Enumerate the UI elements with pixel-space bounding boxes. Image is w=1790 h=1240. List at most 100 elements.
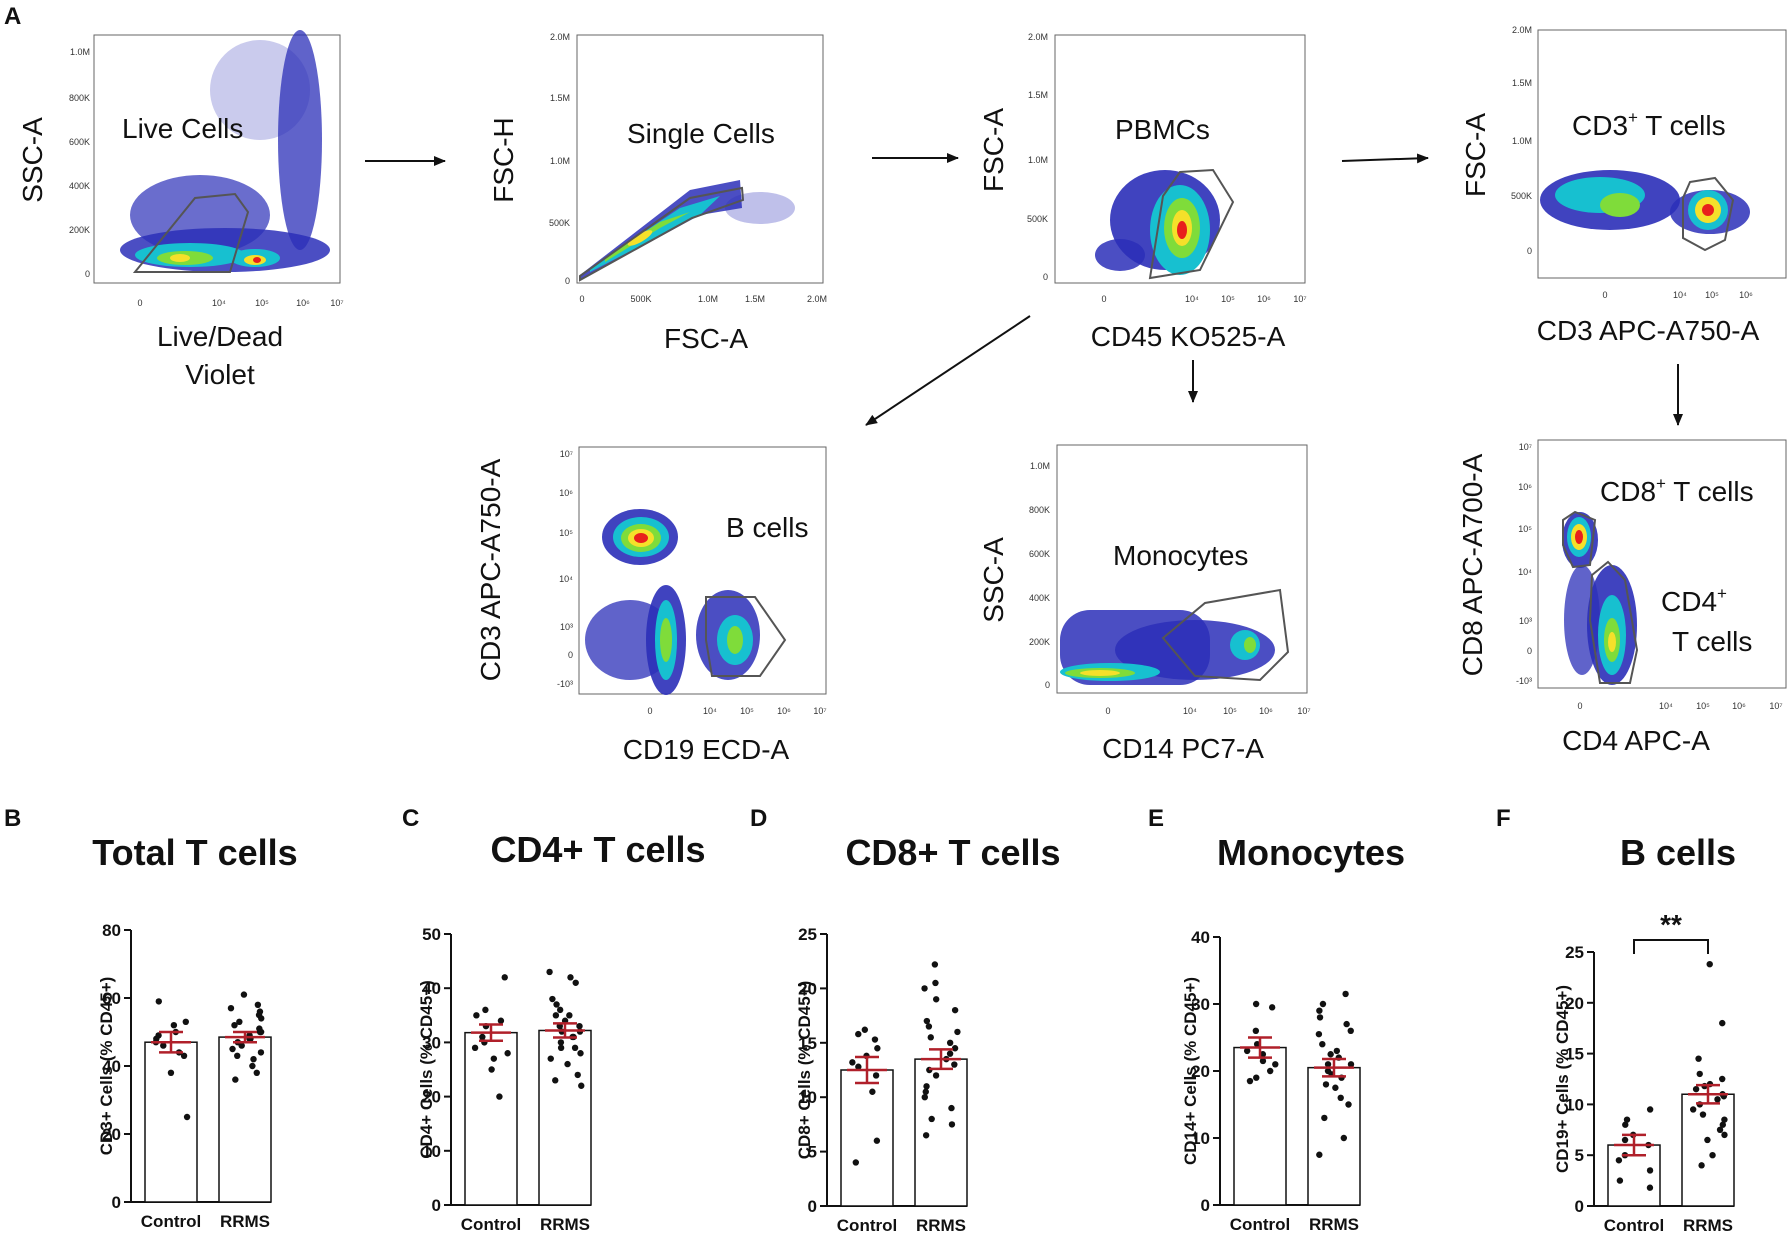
data-point <box>951 1006 959 1014</box>
data-point <box>256 1028 264 1036</box>
data-point <box>482 1006 489 1014</box>
data-point <box>1327 1051 1334 1058</box>
y-tick: 1.0M <box>550 156 570 166</box>
data-point <box>861 1026 869 1033</box>
y-tick: 0 <box>1043 272 1048 282</box>
y-tick: 500K <box>549 218 570 228</box>
data-point <box>1615 1157 1623 1164</box>
y-tick: 200K <box>1029 637 1050 647</box>
category-label: RRMS <box>1309 1215 1359 1234</box>
y-tick-label: 40 <box>422 979 441 998</box>
data-point <box>572 979 579 986</box>
gate-pbmcs <box>1148 168 1235 280</box>
plot-frame <box>576 34 824 284</box>
data-point <box>258 1015 265 1022</box>
data-point <box>1646 1184 1654 1191</box>
data-point <box>155 998 163 1005</box>
y-tick-label: 20 <box>1191 1062 1210 1081</box>
x-tick: 1.0M <box>698 294 718 304</box>
y-tick: 2.0M <box>550 32 570 42</box>
density-cloud <box>1540 170 1750 234</box>
y-tick-label: 15 <box>1565 1045 1584 1064</box>
data-point <box>1272 1061 1279 1068</box>
y-tick: 800K <box>69 93 90 103</box>
data-point <box>231 1021 238 1029</box>
y-tick: 1.0M <box>1028 155 1048 165</box>
data-point <box>869 1088 876 1095</box>
y-tick-label: 80 <box>102 921 121 940</box>
y-tick-label: 0 <box>1575 1197 1584 1216</box>
gate-label-cd3-rest: T cells <box>1638 110 1726 141</box>
data-point <box>1347 1061 1355 1068</box>
x-tick: 10⁴ <box>1673 290 1687 300</box>
y-tick-label: 15 <box>798 1034 817 1053</box>
data-point <box>557 1044 565 1052</box>
gating-plot-pbmcs: PBMCs 0 500K 1.0M 1.5M 2.0M 0 10⁴ 10⁵ 10… <box>978 32 1307 352</box>
data-point <box>170 1021 178 1029</box>
x-tick: 10⁵ <box>1705 290 1719 300</box>
data-point <box>488 1066 495 1073</box>
data-point <box>1695 1055 1702 1062</box>
data-point <box>931 961 939 968</box>
y-tick: 10⁵ <box>559 528 573 538</box>
chart-title: CD4+ T cells <box>490 829 705 870</box>
y-tick: 2.0M <box>1028 32 1048 42</box>
bar-control <box>464 1031 518 1206</box>
data-point <box>1646 1106 1654 1113</box>
y-axis-label: CD14+ Cells (% CD45+) <box>1181 977 1200 1165</box>
gate-label-cd8: CD8+ T cells <box>1600 474 1754 507</box>
y-tick-label: 40 <box>102 1057 121 1076</box>
y-tick: 200K <box>69 225 90 235</box>
data-point <box>922 1088 929 1095</box>
data-point <box>576 1022 583 1030</box>
x-tick: 10⁵ <box>1696 701 1710 711</box>
y-tick-label: 10 <box>1565 1095 1584 1114</box>
x-tick: 0 <box>137 298 142 308</box>
y-tick: 0 <box>565 276 570 286</box>
data-point <box>928 1115 935 1123</box>
gating-plot-b-cells: B cells -10³ 0 10³ 10⁴ 10⁵ 10⁶ 10⁷ 0 10⁴… <box>475 446 827 765</box>
gate-label-b-cells: B cells <box>726 512 808 543</box>
category-label: RRMS <box>916 1216 966 1235</box>
data-point <box>557 1039 565 1046</box>
data-point <box>1689 1106 1697 1113</box>
y-tick: 0 <box>568 650 573 660</box>
x-tick: 10⁷ <box>813 706 826 716</box>
data-point <box>921 1094 928 1101</box>
y-axis-label: FSC-A <box>978 108 1009 192</box>
bar-chart-e: Monocytes 0 10 20 30 40 CD14+ Cells (% CD45+) C… <box>1181 832 1405 1234</box>
y-axis-label: FSC-A <box>1460 113 1491 197</box>
y-tick-label: 40 <box>1191 928 1210 947</box>
data-point <box>549 995 556 1003</box>
category-label: RRMS <box>1683 1216 1733 1235</box>
data-point <box>1714 1096 1721 1103</box>
y-tick: 800K <box>1029 505 1050 515</box>
data-point <box>577 1050 584 1057</box>
x-tick: 10⁴ <box>212 298 226 308</box>
y-axis-label: CD3 APC-A750-A <box>475 458 506 681</box>
x-axis-label: CD3 APC-A750-A <box>1537 315 1760 346</box>
data-point <box>167 1069 175 1077</box>
data-point <box>238 1042 245 1049</box>
y-tick: 1.5M <box>550 93 570 103</box>
data-point <box>855 1063 862 1070</box>
y-tick: 10⁵ <box>1518 524 1532 534</box>
density-cloud <box>585 509 760 695</box>
data-point <box>552 1077 559 1084</box>
gate-monocytes <box>1161 588 1290 682</box>
x-tick: 10⁶ <box>1259 706 1273 716</box>
data-point <box>253 1069 260 1077</box>
data-point <box>479 1033 486 1041</box>
y-tick: 10³ <box>1519 616 1532 626</box>
y-axis-label: CD4+ Cells (% CD45+) <box>417 980 436 1159</box>
gate-label-cd4: CD4+ <box>1661 584 1727 617</box>
y-tick: 400K <box>1029 593 1050 603</box>
data-point <box>948 1121 956 1128</box>
x-tick: 10⁷ <box>1293 294 1306 304</box>
x-tick: 0 <box>647 706 652 716</box>
data-point <box>1706 960 1713 968</box>
gate-label-monocytes: Monocytes <box>1113 540 1248 571</box>
data-point <box>564 1060 571 1068</box>
data-point <box>932 979 939 987</box>
density-cloud <box>1060 610 1275 685</box>
